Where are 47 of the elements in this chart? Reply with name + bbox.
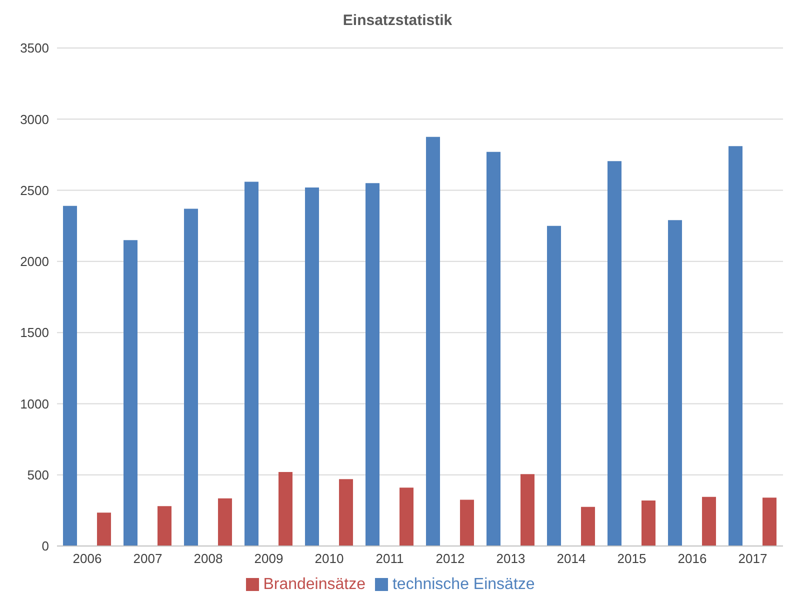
y-tick-label: 0 <box>42 538 49 554</box>
bar <box>305 187 319 546</box>
x-tick-label: 2015 <box>617 551 646 566</box>
y-tick-label: 3500 <box>20 40 49 56</box>
bar <box>547 226 561 546</box>
y-tick-label: 1000 <box>20 396 49 412</box>
y-tick-label: 1500 <box>20 325 49 340</box>
chart-title: Einsatzstatistik <box>342 11 454 31</box>
x-tick-label: 2017 <box>738 551 768 566</box>
bar <box>460 500 474 546</box>
y-tick-label: 2500 <box>20 182 49 198</box>
bar <box>63 206 77 546</box>
x-tick-label: 2013 <box>496 551 526 566</box>
bar <box>702 496 716 546</box>
x-tick-label: 2008 <box>194 551 223 566</box>
x-tick-label: 2006 <box>72 551 102 566</box>
x-tick-label: 2016 <box>678 551 707 566</box>
bar <box>400 488 414 546</box>
bar <box>642 500 656 546</box>
x-tick-label: 2007 <box>133 551 162 566</box>
bar <box>124 240 138 546</box>
bar <box>520 474 534 546</box>
y-tick-label: 3000 <box>20 112 49 127</box>
bar <box>581 506 595 546</box>
y-tick-label: 2000 <box>20 254 49 270</box>
legend-label: technische Einsätze <box>392 576 535 593</box>
bar <box>728 146 742 546</box>
y-tick-label: 500 <box>27 467 49 482</box>
legend-label: Brandeinsätze <box>263 576 366 593</box>
bar <box>184 208 198 546</box>
bar <box>608 161 622 546</box>
x-tick-label: 2009 <box>254 551 284 566</box>
x-tick-label: 2012 <box>436 551 465 566</box>
bar <box>244 182 258 546</box>
bar <box>158 506 172 546</box>
bar <box>278 472 292 546</box>
bar <box>486 152 500 546</box>
bar <box>668 220 682 546</box>
x-tick-label: 2010 <box>314 551 344 566</box>
bar <box>366 183 380 546</box>
bar <box>426 136 440 546</box>
x-tick-label: 2014 <box>556 551 586 566</box>
bar <box>97 512 111 546</box>
bar <box>218 498 232 546</box>
bar <box>762 498 776 546</box>
x-tick-label: 2011 <box>376 551 404 566</box>
bar <box>339 479 353 546</box>
